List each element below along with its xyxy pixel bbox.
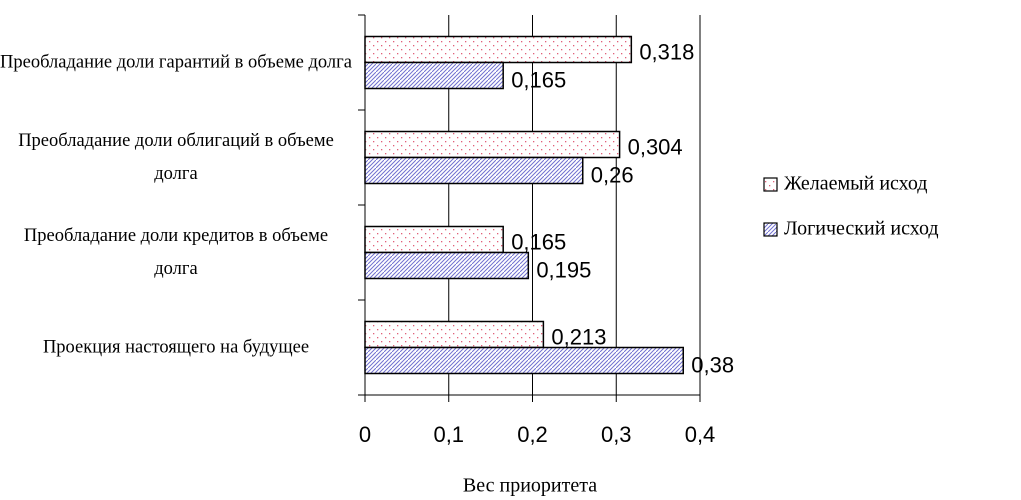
category-label: Преобладание доли кредитов в объеме долг… xyxy=(23,225,329,279)
bar xyxy=(364,61,504,90)
x-tick-label: 0,3 xyxy=(601,422,632,447)
category-label: Преобладание доли гарантий в объеме долг… xyxy=(0,52,352,72)
legend-swatch xyxy=(763,222,778,237)
bar xyxy=(364,320,545,349)
x-tick-label: 0,1 xyxy=(433,422,464,447)
value-label: 0,195 xyxy=(536,257,591,282)
category-label: Преобладание доли облигаций в объеме дол… xyxy=(18,130,334,184)
bar xyxy=(364,251,530,280)
x-tick-label: 0 xyxy=(359,422,371,447)
x-tick-label: 0,4 xyxy=(685,422,716,447)
x-tick-label: 0,2 xyxy=(517,422,548,447)
bar xyxy=(364,130,621,159)
x-axis-title: Вес приоритета xyxy=(463,475,597,497)
bar xyxy=(364,346,684,375)
value-label: 0,38 xyxy=(691,352,734,377)
legend-label: Логический исход xyxy=(784,218,939,240)
legend-swatch xyxy=(763,177,778,192)
bar xyxy=(364,35,633,64)
value-label: 0,26 xyxy=(591,162,634,187)
category-label: Проекция настоящего на будущее xyxy=(42,337,310,357)
bar xyxy=(364,156,584,185)
value-label: 0,304 xyxy=(628,134,683,159)
legend-label: Желаемый исход xyxy=(784,173,927,195)
value-label: 0,318 xyxy=(639,39,694,64)
value-label: 0,165 xyxy=(511,67,566,92)
value-label: 0,213 xyxy=(551,324,606,349)
value-label: 0,165 xyxy=(511,229,566,254)
bar xyxy=(364,225,504,254)
